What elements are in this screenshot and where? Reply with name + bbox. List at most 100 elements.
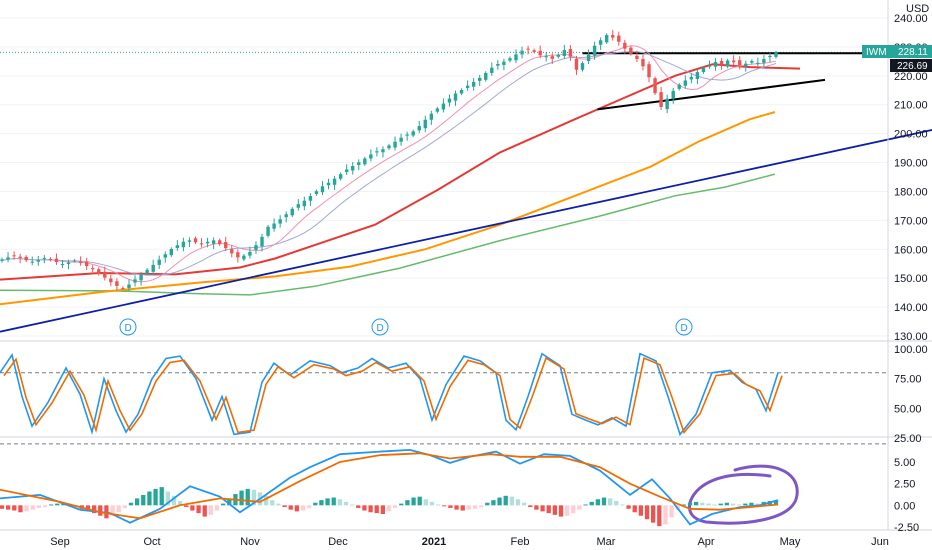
candle-body: [296, 204, 300, 208]
macd-histogram-bar: [227, 498, 232, 506]
signal-line: [0, 452, 779, 520]
macd-histogram-bar: [693, 501, 699, 506]
macd-histogram-bar: [405, 500, 410, 506]
candle-body: [242, 255, 246, 260]
candle-body: [653, 78, 657, 94]
price-tick-label: 200.00: [894, 129, 928, 141]
candle-body: [544, 56, 548, 58]
candle-body: [284, 214, 288, 218]
macd-histogram-bar: [411, 497, 416, 506]
macd-histogram-bar: [491, 500, 496, 506]
candle-body: [290, 208, 294, 216]
macd-histogram-bar: [749, 502, 754, 506]
macd-histogram-bar: [153, 488, 158, 506]
candle-body: [36, 259, 40, 262]
candle-body: [478, 77, 482, 81]
candle-body: [701, 68, 706, 73]
candle-body: [133, 279, 137, 283]
price-tick-label: 170.00: [894, 215, 928, 227]
macd-histogram-bar: [319, 500, 324, 506]
candle-body: [217, 240, 222, 245]
candle-body: [629, 47, 633, 54]
macd-histogram-bar: [0, 505, 5, 509]
macd-histogram-bar: [589, 501, 594, 506]
candle-body: [750, 61, 754, 63]
candle-body: [762, 59, 766, 63]
short-ma-line: [1, 45, 777, 283]
macd-histogram-bar: [214, 505, 220, 511]
candle-body: [278, 219, 282, 224]
dividend-marker[interactable]: D: [119, 318, 137, 336]
candle-body: [744, 63, 748, 67]
macd-histogram-bar: [614, 501, 619, 506]
macd-histogram-bar: [472, 505, 478, 509]
candle-body: [193, 238, 198, 243]
macd-histogram-bar: [509, 496, 515, 506]
macd-histogram-bar: [435, 504, 441, 506]
candle-body: [393, 141, 397, 148]
macd-histogram-bar: [208, 505, 214, 515]
dividend-marker[interactable]: D: [675, 318, 693, 336]
short-ma-line: [1, 51, 777, 276]
macd-histogram-bar: [331, 497, 336, 506]
candle-body: [617, 35, 621, 42]
candle-body: [248, 251, 252, 256]
macd-histogram-bar: [171, 495, 177, 506]
svg-text:D: D: [125, 323, 132, 334]
time-tick-label: Apr: [697, 536, 714, 548]
macd-histogram-bar: [263, 495, 269, 506]
candle-body: [568, 49, 573, 57]
ref-price-tag: 226.69: [890, 59, 932, 72]
trendline-line: [0, 129, 932, 333]
macd-histogram-bar: [448, 505, 453, 508]
macd-histogram-bar: [429, 501, 435, 506]
macd-histogram-bar: [159, 487, 164, 506]
candle-body: [60, 264, 65, 266]
candle-body: [224, 242, 228, 249]
macd-histogram-bar: [134, 498, 140, 506]
candle-body: [465, 85, 470, 88]
macd-histogram-bar: [700, 502, 705, 506]
candle-body: [199, 243, 204, 245]
candle-body: [659, 92, 663, 108]
last-price: 228.11: [898, 47, 928, 58]
macd-histogram-bar: [601, 497, 607, 506]
macd-histogram-bar: [534, 505, 539, 510]
candle-body: [707, 65, 712, 67]
candle-body: [447, 98, 452, 103]
macd-histogram-bar: [583, 504, 588, 506]
macd-histogram-bar: [620, 504, 625, 506]
candle-body: [417, 126, 421, 131]
candle-body: [109, 278, 113, 283]
candle-body: [308, 196, 313, 201]
macd-histogram-bar: [540, 505, 545, 512]
candle-body: [42, 257, 47, 259]
price-tick-label: 150.00: [894, 273, 928, 285]
time-tick-label: Jun: [871, 536, 889, 548]
macd-histogram-bar: [773, 500, 779, 506]
candle-body: [121, 288, 125, 290]
moving-averages: [0, 45, 932, 333]
candle-body: [725, 60, 730, 67]
candle-body: [405, 134, 409, 136]
dividend-marker[interactable]: D: [371, 318, 389, 336]
candle-body: [163, 254, 167, 258]
candle-body: [423, 119, 427, 129]
macd-histogram-bar: [177, 501, 183, 506]
macd-histogram-bar: [202, 505, 207, 517]
candle-body: [205, 241, 210, 244]
candle-body: [369, 154, 373, 159]
macd-histogram-bar: [528, 505, 533, 508]
macd-histogram-bar: [282, 505, 287, 508]
macd-histogram-bar: [98, 505, 103, 516]
macd-histogram-bar: [337, 499, 343, 506]
macd-histogram-bar: [657, 505, 662, 527]
macd-histogram-bar: [650, 505, 656, 523]
stoch-d-line: [3, 356, 783, 434]
macd-histogram-bar: [190, 505, 195, 511]
macd-histogram-bar: [380, 505, 386, 514]
macd-histogram-bar: [497, 497, 502, 506]
macd-histogram-bar: [239, 490, 244, 506]
